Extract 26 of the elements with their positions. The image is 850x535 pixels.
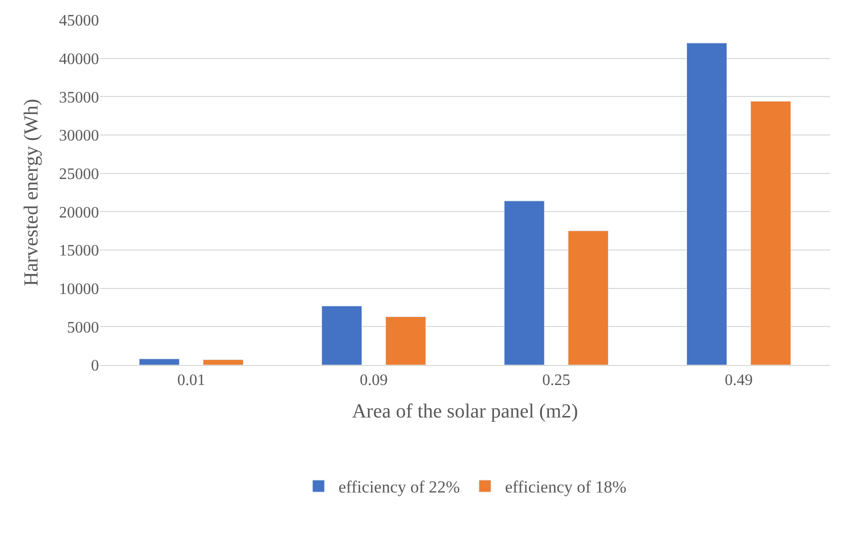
y-tick-label: 40000 — [59, 50, 99, 68]
y-tick-label: 5000 — [67, 319, 99, 336]
x-axis-title: Area of the solar panel (m2) — [352, 400, 578, 423]
bar — [202, 359, 244, 365]
legend-label: efficiency of 18% — [504, 478, 626, 497]
bar — [750, 101, 792, 365]
y-tick-label: 45000 — [59, 12, 99, 30]
y-tick-label: 30000 — [59, 128, 99, 145]
bar — [504, 200, 545, 365]
y-tick-label: 35000 — [59, 89, 99, 106]
x-tick-label: 0.49 — [724, 372, 753, 390]
y-tick-label: 15000 — [59, 242, 99, 260]
x-tick-label: 0.25 — [542, 372, 570, 390]
y-axis-title: Harvested energy (Wh) — [20, 98, 42, 286]
bar — [321, 306, 362, 365]
y-tick-label: 10000 — [59, 280, 99, 298]
y-tick-label: 25000 — [59, 166, 99, 183]
y-tick-label: 20000 — [59, 204, 99, 222]
x-tick-label: 0.01 — [177, 372, 206, 390]
bar — [568, 230, 609, 365]
bar — [385, 316, 426, 365]
x-tick-label: 0.09 — [360, 372, 388, 390]
legend-label: efficiency of 22% — [338, 478, 460, 497]
bar — [686, 42, 728, 365]
bar — [138, 358, 180, 365]
y-tick-label: 0 — [91, 358, 99, 375]
